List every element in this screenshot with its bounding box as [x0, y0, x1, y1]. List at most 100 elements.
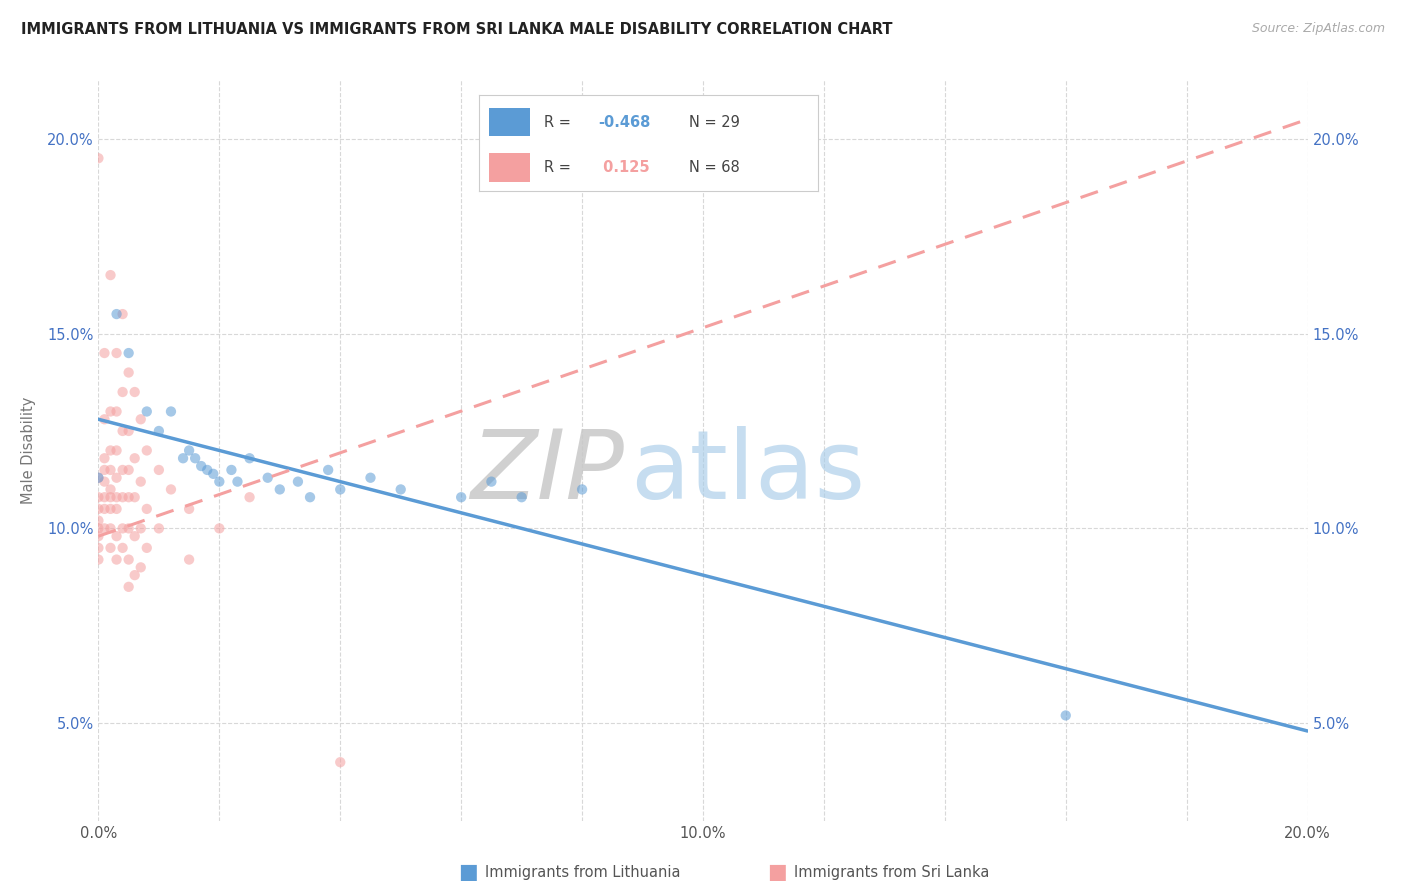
Point: [93, 463, 115, 477]
Text: Source: ZipAtlas.com: Source: ZipAtlas.com: [1251, 22, 1385, 36]
Point: [93, 412, 115, 426]
Text: Immigrants from Lithuania: Immigrants from Lithuania: [485, 865, 681, 880]
Point: [105, 443, 128, 458]
Point: [124, 529, 146, 543]
Point: [329, 483, 352, 497]
Point: [105, 471, 128, 485]
Point: [105, 404, 128, 418]
Text: Immigrants from Sri Lanka: Immigrants from Sri Lanka: [794, 865, 990, 880]
Point: [184, 451, 207, 466]
Point: [172, 451, 194, 466]
Point: [93, 490, 115, 504]
Point: [93, 521, 115, 535]
Point: [124, 451, 146, 466]
Point: [239, 451, 262, 466]
Point: [87, 151, 110, 165]
Point: [124, 384, 146, 399]
Text: IMMIGRANTS FROM LITHUANIA VS IMMIGRANTS FROM SRI LANKA MALE DISABILITY CORRELATI: IMMIGRANTS FROM LITHUANIA VS IMMIGRANTS …: [21, 22, 893, 37]
Point: [87, 490, 110, 504]
Point: [1054, 708, 1077, 723]
Point: [100, 268, 122, 282]
Point: [179, 552, 201, 566]
Point: [118, 580, 141, 594]
Point: [93, 502, 115, 516]
Point: [87, 552, 110, 566]
Point: [239, 490, 262, 504]
Point: [100, 521, 122, 535]
Point: [118, 490, 141, 504]
Point: [100, 483, 122, 497]
Point: [135, 443, 157, 458]
Point: [100, 541, 122, 555]
Point: [111, 521, 134, 535]
Point: [105, 502, 128, 516]
Point: [226, 475, 249, 489]
Point: [148, 424, 170, 438]
Point: [93, 346, 115, 360]
Point: [118, 521, 141, 535]
Point: [124, 490, 146, 504]
Point: [111, 307, 134, 321]
Point: [111, 424, 134, 438]
Y-axis label: Male Disability: Male Disability: [21, 397, 35, 504]
Point: [118, 552, 141, 566]
Point: [195, 463, 218, 477]
Point: [111, 384, 134, 399]
Point: [105, 307, 128, 321]
Point: [360, 471, 382, 485]
Point: [118, 366, 141, 380]
Point: [160, 404, 183, 418]
Point: [100, 463, 122, 477]
Point: [93, 451, 115, 466]
Point: [118, 463, 141, 477]
Point: [389, 483, 412, 497]
Text: ZIP: ZIP: [471, 426, 624, 519]
Point: [179, 502, 201, 516]
Point: [93, 475, 115, 489]
Point: [87, 541, 110, 555]
Point: [190, 458, 212, 473]
Point: [129, 521, 152, 535]
Text: ■: ■: [458, 863, 478, 882]
Point: [100, 443, 122, 458]
Point: [571, 483, 593, 497]
Point: [329, 755, 352, 769]
Point: [269, 483, 291, 497]
Point: [111, 490, 134, 504]
Point: [202, 467, 225, 481]
Text: ■: ■: [768, 863, 787, 882]
Point: [105, 346, 128, 360]
Point: [111, 541, 134, 555]
Point: [129, 412, 152, 426]
Point: [135, 502, 157, 516]
Point: [450, 490, 472, 504]
Point: [118, 346, 141, 360]
Point: [100, 502, 122, 516]
Point: [129, 475, 152, 489]
Point: [481, 475, 503, 489]
Point: [160, 483, 183, 497]
Point: [148, 463, 170, 477]
Point: [208, 521, 231, 535]
Point: [118, 424, 141, 438]
Point: [100, 490, 122, 504]
Point: [111, 463, 134, 477]
Point: [221, 463, 243, 477]
Point: [87, 502, 110, 516]
Point: [87, 529, 110, 543]
Point: [287, 475, 309, 489]
Point: [316, 463, 339, 477]
Point: [135, 404, 157, 418]
Point: [87, 514, 110, 528]
Point: [299, 490, 322, 504]
Point: [105, 529, 128, 543]
Point: [208, 475, 231, 489]
Point: [129, 560, 152, 574]
Point: [87, 471, 110, 485]
Point: [100, 404, 122, 418]
Point: [105, 552, 128, 566]
Text: atlas: atlas: [630, 426, 866, 519]
Point: [105, 490, 128, 504]
Point: [148, 521, 170, 535]
Point: [256, 471, 278, 485]
